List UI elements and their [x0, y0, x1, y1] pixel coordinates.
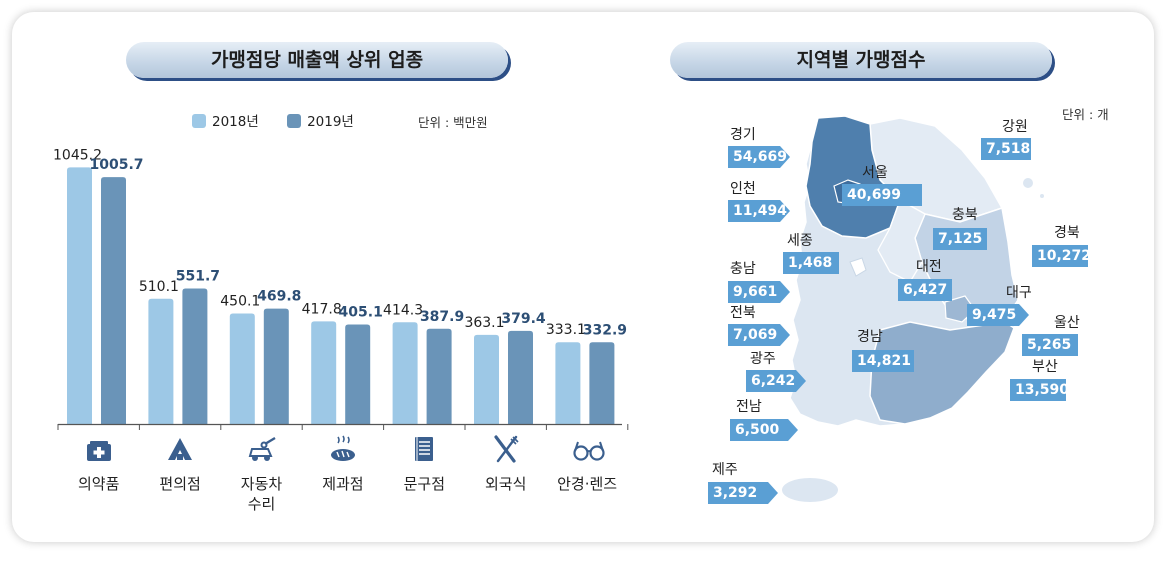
bar-2018-5 — [474, 334, 499, 424]
bar-label-2019-5: 379.4 — [501, 311, 546, 327]
category-label: 제과점 — [322, 475, 364, 493]
left-panel-title: 가맹점당 매출액 상위 업종 — [126, 42, 508, 78]
bakery-icon — [328, 434, 358, 464]
region-name: 대전 — [916, 259, 942, 275]
bar-2018-3 — [311, 321, 337, 424]
bar-2018-6 — [555, 342, 581, 424]
medicine-icon — [84, 434, 114, 464]
map-region-gyeonggi — [805, 115, 901, 239]
category-label: 의약품 — [77, 475, 120, 493]
region-value-tag: 54,669 — [728, 146, 790, 168]
bar-2018-0 — [67, 167, 92, 425]
bar-label-2019-4: 387.9 — [420, 309, 464, 325]
map-island-ulleung — [1023, 178, 1033, 188]
region-name: 인천 — [730, 181, 756, 197]
fork-knife-icon — [491, 434, 521, 464]
map-region-gyeongnam — [869, 321, 1015, 425]
region-value-tag: 9,475 — [967, 304, 1029, 326]
category-label: 외국식 — [484, 475, 527, 493]
bar-label-2018-1: 510.1 — [139, 279, 179, 295]
category-label: 안경·렌즈 — [557, 475, 618, 493]
region-name: 경기 — [730, 127, 756, 143]
bar-2019-6 — [589, 342, 615, 424]
bar-label-2018-6: 333.1 — [546, 322, 586, 338]
bar-2018-2 — [229, 313, 255, 424]
region-value-tag: 13,590 — [1010, 379, 1069, 401]
bar-label-2018-0: 1045.2 — [53, 147, 102, 163]
map-region-jeju — [782, 478, 838, 502]
region-name: 대구 — [1006, 285, 1032, 301]
region-name: 경북 — [1054, 225, 1080, 241]
bar-2019-4 — [426, 328, 452, 424]
region-value-tag: 6,500 — [730, 419, 798, 441]
region-value-tag: 10,272 — [1032, 245, 1091, 267]
category-label: 자동차 수리 — [240, 475, 283, 513]
bar-label-2018-5: 363.1 — [464, 315, 504, 331]
region-value-tag: 5,265 — [1022, 334, 1078, 356]
region-value-tag: 7,518 — [981, 138, 1031, 160]
bar-2019-5 — [508, 330, 533, 424]
region-name: 광주 — [750, 351, 776, 367]
map-island-dokdo — [1040, 194, 1044, 198]
stationery-icon — [409, 434, 439, 464]
region-name: 강원 — [1002, 119, 1028, 135]
region-name: 부산 — [1032, 359, 1058, 375]
bar-2019-0 — [101, 177, 126, 424]
glasses-icon — [572, 434, 605, 464]
region-value-tag: 9,661 — [728, 281, 790, 303]
region-value-tag: 6,427 — [898, 279, 952, 301]
category-label: 문구점 — [403, 475, 445, 493]
legend-swatch-2018 — [192, 114, 206, 128]
legend-swatch-2019 — [287, 114, 302, 128]
region-value-tag: 7,069 — [728, 324, 790, 346]
bar-2018-4 — [392, 322, 418, 424]
region-name: 충북 — [952, 207, 978, 223]
bar-label-2018-2: 450.1 — [220, 294, 260, 310]
legend-label-2019: 2019년 — [307, 114, 354, 130]
region-name: 울산 — [1054, 315, 1080, 331]
bar-label-2019-6: 332.9 — [583, 322, 627, 338]
region-name: 서울 — [862, 165, 888, 181]
car-repair-icon — [247, 434, 277, 464]
map-unit: 단위 : 개 — [1062, 107, 1109, 122]
region-value-tag: 40,699 — [842, 184, 922, 206]
legend-label-2018: 2018년 — [212, 114, 259, 130]
category-label: 편의점 — [159, 475, 201, 493]
bar-label-2019-2: 469.8 — [257, 289, 301, 305]
region-value-tag: 11,494 — [728, 200, 790, 222]
region-name: 전남 — [736, 399, 762, 415]
region-name: 제주 — [712, 462, 738, 478]
bar-label-2018-3: 417.8 — [302, 301, 342, 317]
region-value-tag: 1,468 — [783, 252, 839, 274]
bar-2018-1 — [148, 298, 174, 424]
region-value-tag: 6,242 — [746, 370, 806, 392]
bar-label-2019-3: 405.1 — [339, 305, 383, 321]
convenience-store-icon — [165, 434, 195, 464]
region-name: 세종 — [787, 233, 813, 249]
bar-2019-3 — [345, 324, 371, 424]
region-name: 전북 — [730, 305, 756, 321]
region-name: 충남 — [730, 261, 756, 277]
region-value-tag: 7,125 — [933, 228, 987, 250]
chart-legend: 2018년 2019년 — [192, 110, 354, 130]
bar-label-2018-4: 414.3 — [383, 302, 423, 318]
right-panel-title: 지역별 가맹점수 — [670, 42, 1052, 78]
map-region-sejong — [849, 257, 867, 277]
region-value-tag: 3,292 — [708, 482, 778, 504]
chart-unit: 단위 : 백만원 — [418, 115, 488, 130]
bar-2019-1 — [182, 288, 208, 424]
region-value-tag: 14,821 — [852, 350, 914, 372]
bar-label-2019-1: 551.7 — [176, 269, 220, 285]
bar-label-2019-0: 1005.7 — [89, 157, 143, 173]
bar-2019-2 — [263, 308, 289, 424]
region-name: 경남 — [857, 329, 883, 345]
